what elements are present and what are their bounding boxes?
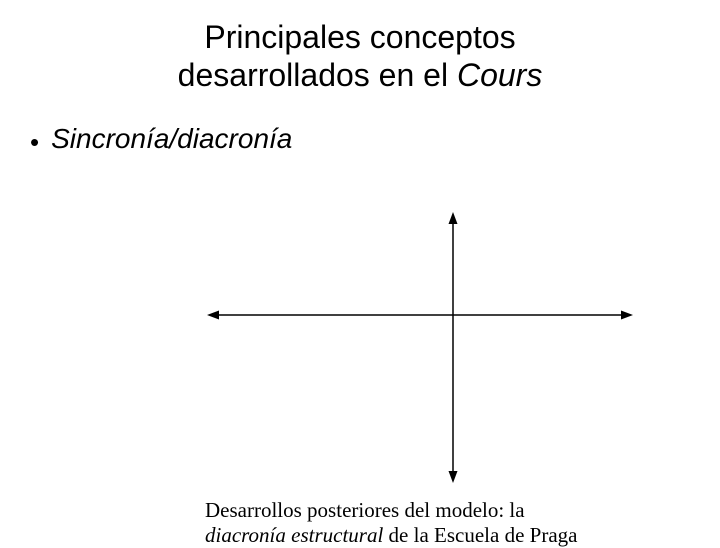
- bullet-marker: •: [30, 129, 39, 155]
- footer-line1: Desarrollos posteriores del modelo: la: [205, 498, 525, 522]
- footer-line2-italic: diacronía estructural: [205, 523, 383, 547]
- title-line1: Principales conceptos: [204, 19, 515, 55]
- footer-line2-plain: de la Escuela de Praga: [383, 523, 577, 547]
- slide-title: Principales conceptos desarrollados en e…: [0, 0, 720, 95]
- bullet-text: Sincronía/diacronía: [51, 123, 292, 155]
- title-line2-plain: desarrollados en el: [178, 57, 457, 93]
- title-line2-italic: Cours: [457, 57, 542, 93]
- axes-diagram: [200, 205, 640, 485]
- bullet-item: • Sincronía/diacronía: [0, 95, 720, 155]
- footer-text: Desarrollos posteriores del modelo: la d…: [205, 498, 705, 548]
